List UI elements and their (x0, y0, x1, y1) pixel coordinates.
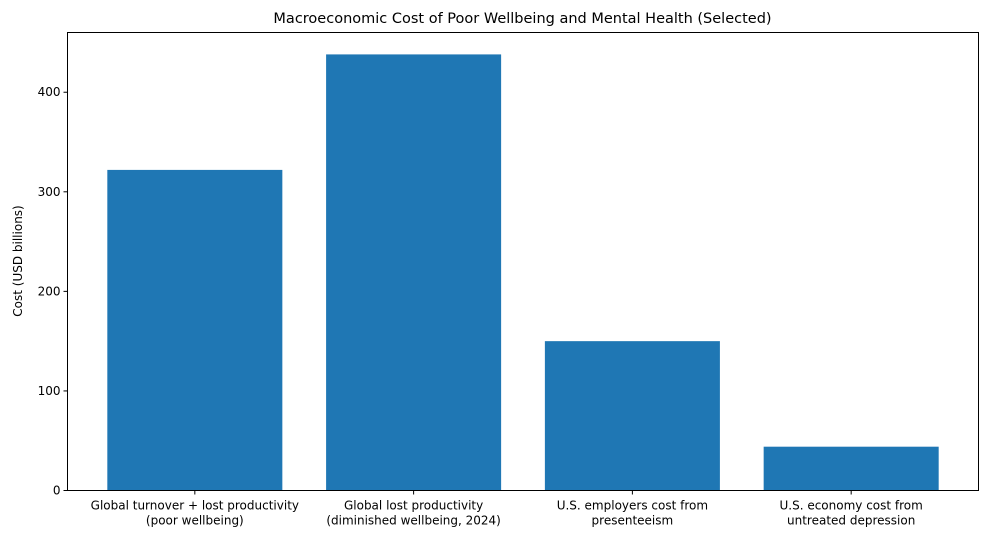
y-axis-label: Cost (USD billions) (11, 205, 25, 316)
x-tick-label: U.S. economy cost from (779, 499, 922, 513)
y-tick-label: 0 (53, 484, 61, 498)
bar (763, 446, 939, 491)
x-tick-label: (diminished wellbeing, 2024) (326, 514, 501, 528)
bar (544, 341, 720, 491)
y-tick-label: 100 (38, 384, 61, 398)
x-tick-label: presenteeism (592, 514, 674, 528)
x-tick-label: Global lost productivity (344, 499, 483, 513)
y-tick-label: 200 (38, 284, 61, 298)
x-tick-label: U.S. employers cost from (557, 499, 708, 513)
y-tick-label: 300 (38, 185, 61, 199)
x-tick-label: Global turnover + lost productivity (91, 499, 299, 513)
x-tick-label: untreated depression (787, 514, 915, 528)
x-tick-label: (poor wellbeing) (146, 514, 244, 528)
y-tick-label: 400 (38, 85, 61, 99)
chart-title: Macroeconomic Cost of Poor Wellbeing and… (273, 11, 771, 27)
plot-frame (67, 32, 979, 491)
bar (326, 54, 502, 491)
bar (107, 169, 283, 491)
